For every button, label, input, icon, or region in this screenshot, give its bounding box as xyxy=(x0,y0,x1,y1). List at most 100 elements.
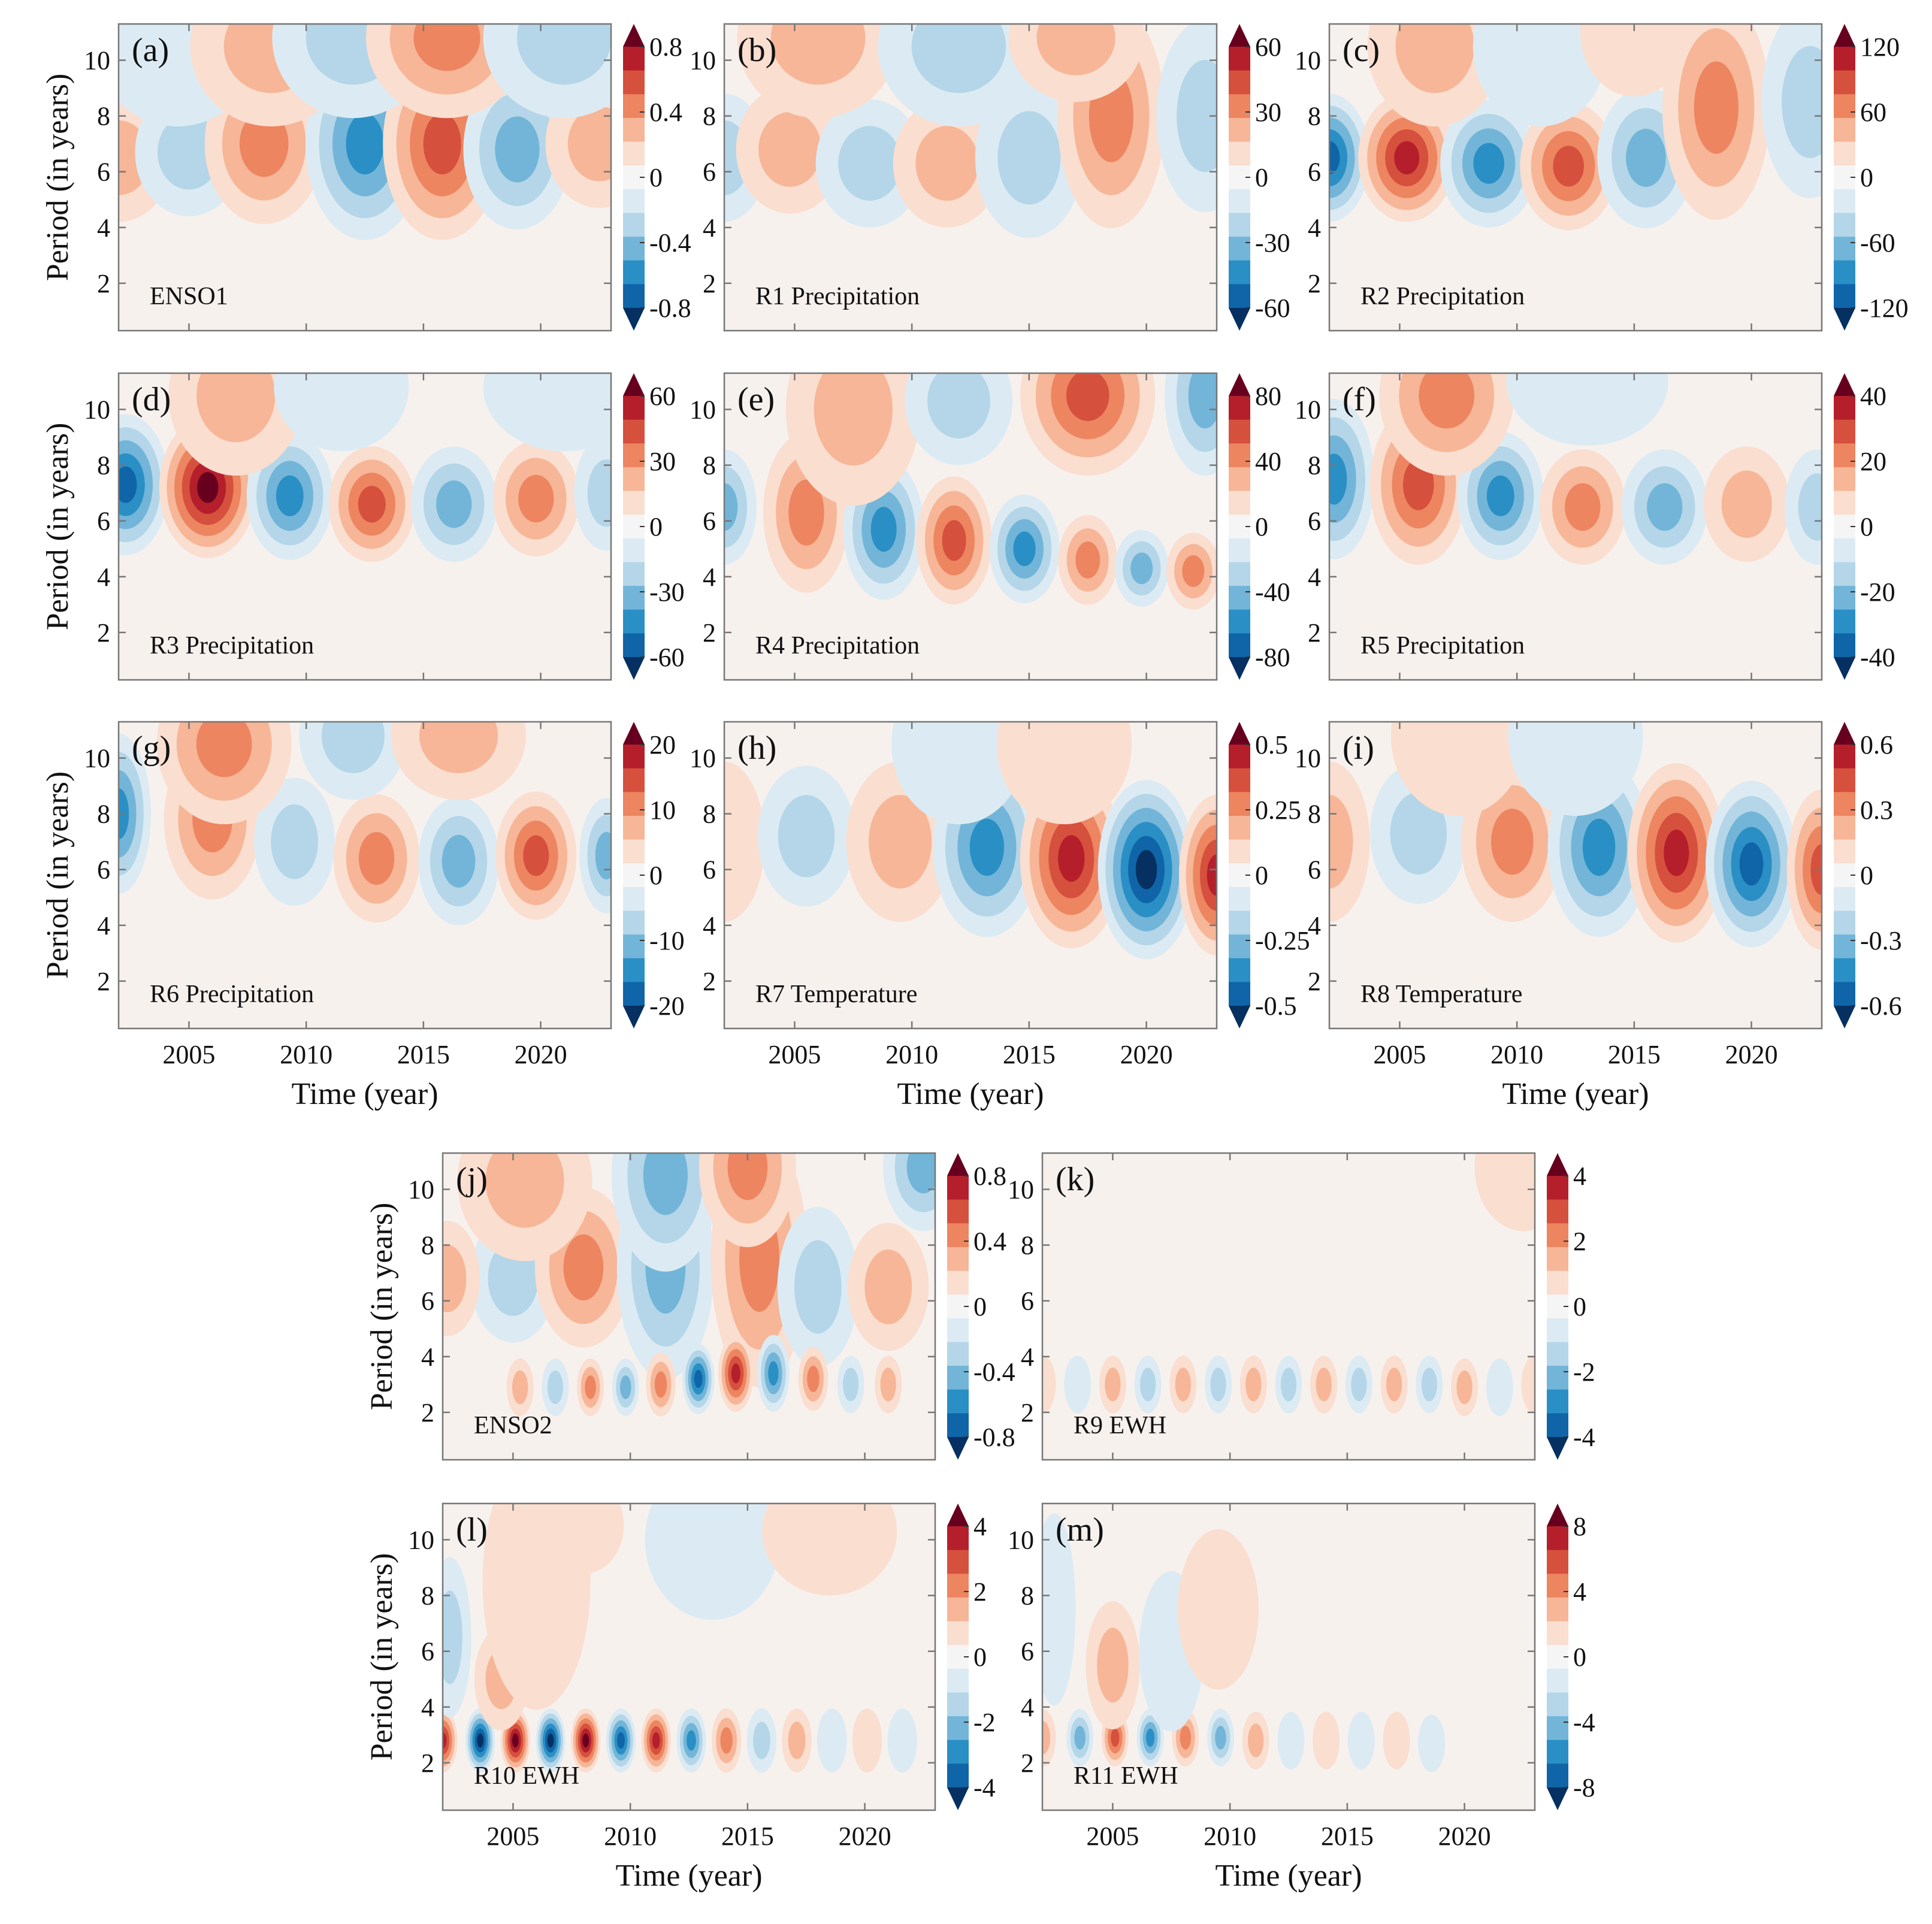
colorbar-step xyxy=(1229,538,1250,563)
contour-level xyxy=(1486,475,1514,516)
colorbar-tick-label: -0.8 xyxy=(649,294,691,323)
contour-level xyxy=(1210,1368,1226,1402)
colorbar-tick-label: 0.6 xyxy=(1860,730,1893,760)
panel-e: 2 4 6 8 10 (e) R4 Precipitation 80 40 0 -40 -80 xyxy=(690,372,1290,681)
cell-blob xyxy=(1086,1601,1140,1730)
colorbar-step xyxy=(1834,260,1855,285)
contour-field xyxy=(1042,1153,1535,1417)
colorbar-step xyxy=(947,1716,969,1741)
contour-level xyxy=(915,126,979,201)
cell-blob xyxy=(457,1153,592,1262)
cell-blob xyxy=(1134,1356,1162,1414)
contour-level xyxy=(969,818,1005,876)
colorbar-step xyxy=(623,47,645,71)
colorbar-step xyxy=(623,538,645,563)
contour-level xyxy=(482,1503,591,1710)
cell-blob xyxy=(1486,1358,1513,1417)
cell-blob xyxy=(1313,1711,1340,1769)
y-tick-label: 10 xyxy=(1295,744,1321,773)
cell-blob xyxy=(718,1335,754,1412)
x-axis-label: Time (year) xyxy=(1502,1077,1649,1111)
y-tick-label: 2 xyxy=(1308,967,1321,996)
colorbar-max-arrow xyxy=(623,24,645,47)
contour-level xyxy=(358,486,386,523)
colorbar-step xyxy=(1834,70,1855,95)
contour-level xyxy=(1111,1728,1120,1747)
y-tick-label: 6 xyxy=(703,507,716,536)
contour-level xyxy=(817,1708,847,1773)
contour-level xyxy=(788,479,824,546)
colorbar-step xyxy=(1547,1692,1568,1717)
colorbar-step xyxy=(1834,982,1855,1006)
contour-level xyxy=(1473,143,1504,184)
colorbar-tick-label: 0.8 xyxy=(973,1161,1006,1191)
contour-level xyxy=(1316,1368,1332,1402)
contour-level xyxy=(523,835,549,876)
contour-level xyxy=(869,795,932,889)
cell-blob xyxy=(1178,795,1217,955)
cell-blob xyxy=(676,1708,706,1773)
colorbar-step xyxy=(1547,1716,1568,1741)
colorbar-tick-label: 60 xyxy=(1860,98,1886,127)
cell-blob xyxy=(1242,1711,1269,1769)
panel-label: (a) xyxy=(132,32,169,69)
colorbar-step xyxy=(1547,1223,1568,1248)
colorbar-step xyxy=(1547,1526,1568,1551)
cell-blob xyxy=(757,766,855,907)
colorbar-step xyxy=(947,1318,969,1343)
colorbar-tick-label: -30 xyxy=(1255,228,1290,258)
colorbar-step xyxy=(623,94,645,119)
cell-blob xyxy=(887,1708,917,1773)
contour-level xyxy=(768,1361,779,1386)
colorbar-step xyxy=(623,633,645,658)
colorbar-step xyxy=(1547,1668,1568,1693)
y-tick-label: 2 xyxy=(1308,618,1321,648)
contour-level xyxy=(321,722,385,773)
contour-level xyxy=(1473,24,1608,127)
cell-blob xyxy=(1440,99,1538,228)
cell-blob xyxy=(1064,1356,1092,1414)
plot-frame xyxy=(723,372,1218,681)
contour-level xyxy=(157,114,220,190)
colorbar-step xyxy=(1834,47,1855,71)
cell-blob xyxy=(1506,373,1668,446)
colorbar-step xyxy=(947,1692,969,1717)
x-tick-label: 2005 xyxy=(768,1040,821,1069)
contour-level xyxy=(1042,1356,1056,1414)
colorbar-step xyxy=(1547,1550,1568,1574)
cell-blob xyxy=(785,373,921,506)
cell-blob xyxy=(682,1344,715,1414)
colorbar-max-arrow xyxy=(623,722,645,745)
contour-level xyxy=(1182,555,1205,587)
cell-blob xyxy=(724,449,757,565)
y-tick-label: 10 xyxy=(1295,46,1321,75)
y-tick-label: 6 xyxy=(1308,507,1321,536)
colorbar-tick-label: -60 xyxy=(1860,228,1895,258)
panel-label: (f) xyxy=(1343,381,1376,418)
cell-blob xyxy=(1347,1711,1375,1769)
colorbar-step xyxy=(1834,419,1855,444)
colorbar-tick-label: 0 xyxy=(1255,861,1268,890)
colorbar-tick-label: -60 xyxy=(649,643,685,672)
colorbar-step xyxy=(1229,958,1250,982)
cell-blob xyxy=(782,1708,812,1773)
y-tick-label: 2 xyxy=(703,967,716,996)
contour-field xyxy=(724,722,1217,960)
contour-level xyxy=(119,466,137,503)
colorbar-tick-label: 0 xyxy=(1860,163,1873,192)
y-tick-label: 4 xyxy=(1308,562,1321,592)
colorbar-max-arrow xyxy=(1834,373,1855,396)
colorbar-step xyxy=(1834,562,1855,586)
y-tick-label: 10 xyxy=(1008,1175,1034,1205)
cell-blob xyxy=(798,1347,829,1411)
colorbar: 60 30 0 -30 -60 xyxy=(623,373,685,680)
colorbar-step xyxy=(623,910,645,935)
colorbar-min-arrow xyxy=(1229,308,1250,331)
colorbar-tick-label: -4 xyxy=(1573,1423,1595,1452)
contour-level xyxy=(724,761,765,922)
contour-level xyxy=(567,106,611,181)
x-tick-label: 2010 xyxy=(604,1822,657,1851)
contour-level xyxy=(1329,453,1347,505)
colorbar-step xyxy=(1834,141,1855,166)
colorbar-step xyxy=(1547,1199,1568,1224)
